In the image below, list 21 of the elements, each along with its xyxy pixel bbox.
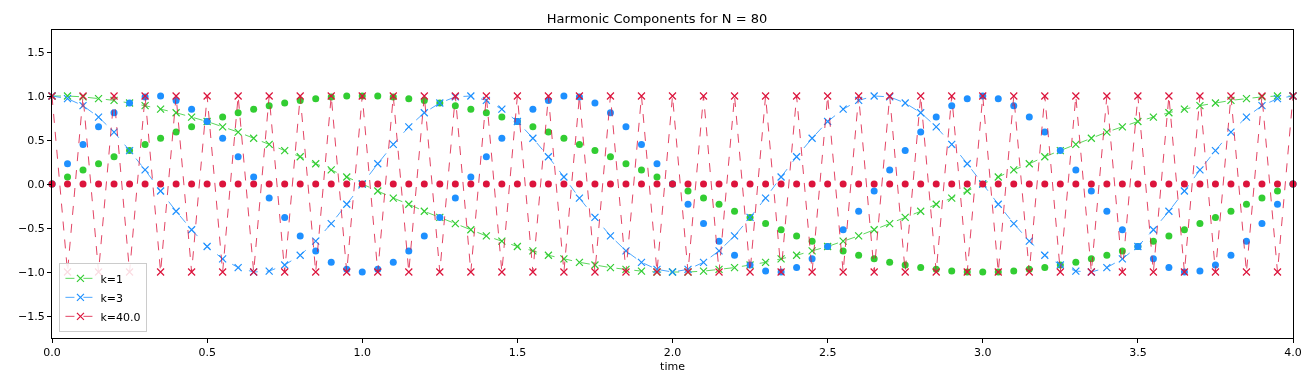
legend-label: k=3: [100, 291, 124, 305]
y-tick-label: −1.0: [18, 265, 45, 279]
y-tick-label: 0.0: [27, 177, 45, 191]
y-tick-label: 1.5: [27, 45, 45, 59]
x-axis-title: time: [660, 360, 686, 374]
x-tick-label: 2.5: [818, 346, 837, 360]
legend-label: k=1: [100, 272, 124, 286]
y-tick-label: 0.5: [27, 133, 45, 147]
y-tick-label: −1.5: [18, 309, 45, 323]
x-tick-label: 2.0: [663, 346, 682, 360]
x-tick-label: 1.0: [353, 346, 371, 360]
x-tick-label: 3.0: [974, 346, 992, 360]
x-tick-label: 3.5: [1129, 346, 1147, 360]
x-tick-label: 0.0: [43, 346, 61, 360]
legend-label: k=40.0: [100, 310, 141, 324]
y-tick-label: −0.5: [18, 221, 45, 235]
chart-title: Harmonic Components for N = 80: [546, 10, 768, 26]
y-tick-label: 1.0: [27, 89, 45, 103]
x-tick-label: 4.0: [1284, 346, 1302, 360]
x-tick-label: 0.5: [198, 346, 216, 360]
x-tick-label: 1.5: [508, 346, 527, 360]
